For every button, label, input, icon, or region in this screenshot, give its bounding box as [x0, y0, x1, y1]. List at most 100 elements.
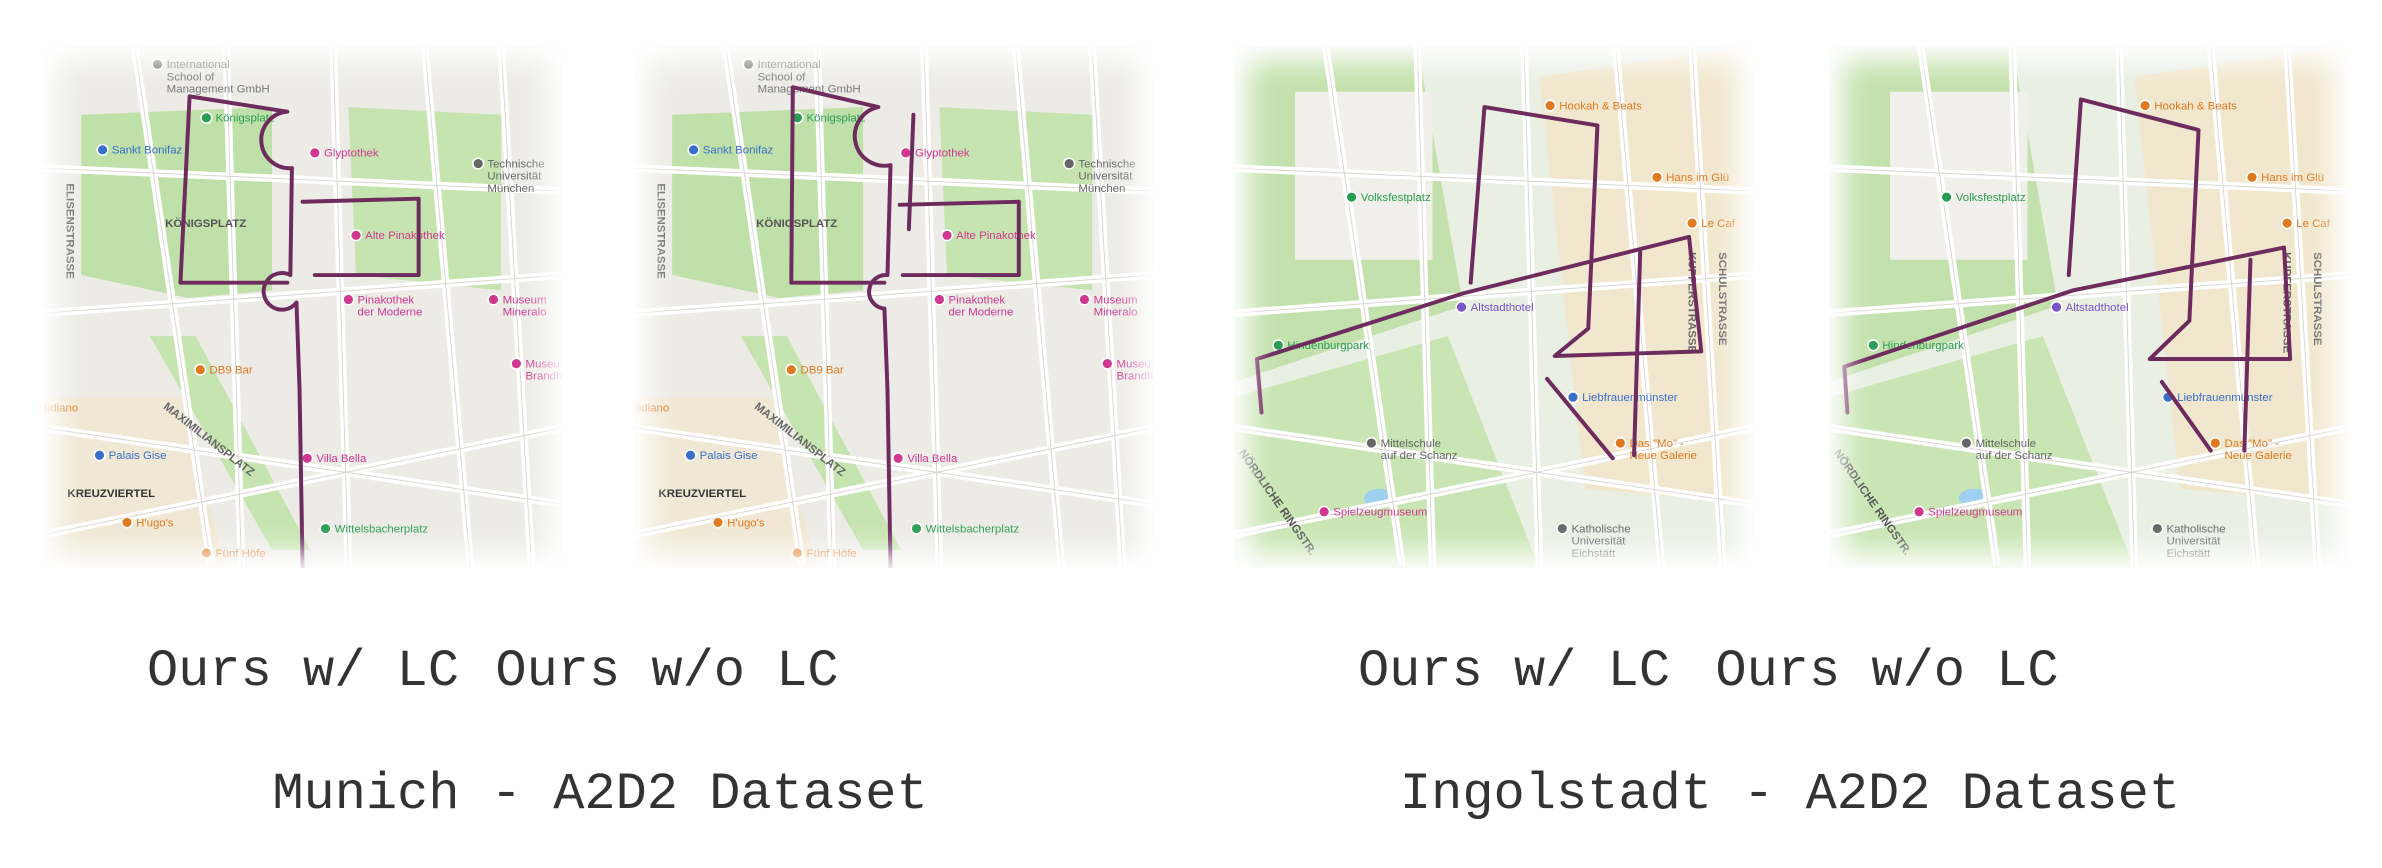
poi-icon [510, 357, 523, 370]
map-label-text: Mineralo [1094, 307, 1138, 319]
poi-icon [1912, 505, 1926, 518]
map-label-text: Universität [1078, 171, 1133, 183]
map-label-text: Mittelschule [1976, 438, 2036, 450]
map-label-text: Das "Mo" - [1629, 438, 1684, 450]
map-label: Liebfrauenmünster [2161, 391, 2273, 404]
poi-icon [791, 546, 804, 560]
map-label-text: Neue Galerie [2224, 450, 2291, 462]
map-label-text: München [1078, 183, 1125, 195]
map-label-text: ELISENSTRASSE [655, 183, 667, 279]
poi-icon [742, 58, 755, 71]
map-label-text: Museum [503, 294, 547, 306]
map-label-text: Museu [526, 358, 560, 370]
map-label-text: Glyptothek [324, 148, 379, 160]
map-label-text: Brandh [526, 371, 563, 383]
poi-icon [892, 452, 905, 465]
map-label-text: Pinakothek [358, 294, 415, 306]
map-label-text: Volksfestplatz [1956, 192, 2026, 204]
poi-icon [93, 449, 106, 462]
map-label-text: Palais Gise [700, 450, 758, 462]
map-label: Hindenburgpark [1272, 339, 1369, 352]
map-label: Spielzeugmuseum [1317, 505, 1427, 519]
map-label-text: Technische [487, 158, 544, 170]
map: Hookah & Beats Volksfestplatz Hans im Glü L… [1828, 45, 2349, 569]
map-label: Glyptothek [899, 146, 970, 160]
map-label: Volksfestplatz [1345, 191, 1431, 204]
map-label-text: KREUZVIERTEL [658, 488, 746, 500]
map-label-text: Wittelsbacherplatz [926, 523, 1020, 535]
poi-icon [120, 516, 134, 529]
map-label-text: SCHULSTRASSE [1716, 252, 1728, 346]
poi-icon [785, 363, 798, 376]
map-label: Alte Pinakothek [349, 229, 445, 242]
road-edge [633, 167, 1154, 192]
road-edge [1920, 45, 1998, 566]
map-panel: Hookah & Beats Volksfestplatz Hans im Glü L… [1828, 45, 2349, 569]
map-label-text: Eichstätt [1571, 548, 1616, 560]
map-label-text: Pinakothek [949, 294, 1006, 306]
map-label-text: Glyptothek [915, 148, 970, 160]
map-label-text: Fünf Höfe [216, 548, 266, 560]
map-label-text: Alte Pinakothek [365, 230, 445, 242]
road-edge [424, 45, 472, 569]
map-label-text: Spielzeugmuseum [1928, 507, 2022, 519]
map-label: Le Caf [1685, 217, 1736, 230]
map-label: ELISENSTRASSE [64, 183, 76, 279]
poi-icon [1566, 391, 1580, 404]
map-label-text: Spielzeugmuseum [1333, 507, 1427, 519]
map-label: Volksfestplatz [1940, 191, 2026, 204]
poi-icon [1365, 436, 1378, 450]
poi-icon [2138, 99, 2152, 112]
map-label-text: Villa Bella [907, 453, 958, 465]
poi-icon [1940, 191, 1953, 204]
map-label-text: Universität [487, 171, 542, 183]
map: Hookah & Beats Volksfestplatz Hans im Glü L… [1233, 45, 1754, 569]
poi-icon [301, 452, 314, 465]
map-label: Königsplatz [200, 111, 275, 125]
map-label: Sankt Bonifaz [96, 143, 183, 157]
map-label-text: Hookah & Beats [2154, 100, 2237, 112]
panel-caption: Ours w/ LC [1358, 642, 1670, 701]
map-label-text: Sankt Bonifaz [112, 145, 183, 157]
trajectory [897, 199, 1021, 278]
map-label-text: Volksfestplatz [1361, 192, 1431, 204]
map-label-text: Hans im Glü [2261, 172, 2324, 184]
group-title: Ingolstadt - A2D2 Dataset [1400, 765, 2180, 824]
poi-icon [2151, 522, 2164, 535]
poi-icon [2245, 171, 2259, 184]
map-label-text: auf der Schanz [1381, 450, 1458, 462]
map-label-text: DB9 Bar [209, 365, 252, 377]
poi-icon [1101, 357, 1114, 370]
map-label: Sankt Bonifaz [687, 143, 774, 157]
poi-icon [1614, 436, 1627, 450]
road-edge [1828, 167, 2349, 192]
map-label-text: Altstadthotel [2066, 302, 2129, 314]
poi-icon [472, 157, 485, 170]
map-label-text: der Moderne [358, 307, 423, 319]
map-label-text: Le Caf [1701, 218, 1736, 230]
map-label: Das "Mo" -Neue Galerie [2209, 436, 2292, 462]
road-edge [500, 45, 533, 569]
map-label-text: Hans im Glü [1666, 172, 1729, 184]
map-label-text: Wittelsbacherplatz [335, 523, 429, 535]
panel-caption: Ours w/o LC [495, 642, 838, 701]
map-label-text: School of [167, 71, 216, 83]
road-edge [633, 427, 1154, 536]
road-edge [923, 45, 940, 569]
map-label-text: auf der Schanz [1976, 450, 2053, 462]
poi-icon [620, 401, 633, 415]
trajectory [2159, 379, 2213, 453]
road-edge [633, 427, 1154, 505]
map-label-text: SCHULSTRASSE [2311, 252, 2323, 346]
map-label-text: Hindenburgpark [1287, 340, 1369, 352]
poi-icon [684, 449, 697, 462]
park [348, 107, 502, 291]
poi-icon [1685, 217, 1699, 230]
poi-icon [2209, 436, 2222, 450]
map-label: KÖNIGSPLATZ [756, 217, 837, 230]
road-edge [42, 274, 563, 314]
